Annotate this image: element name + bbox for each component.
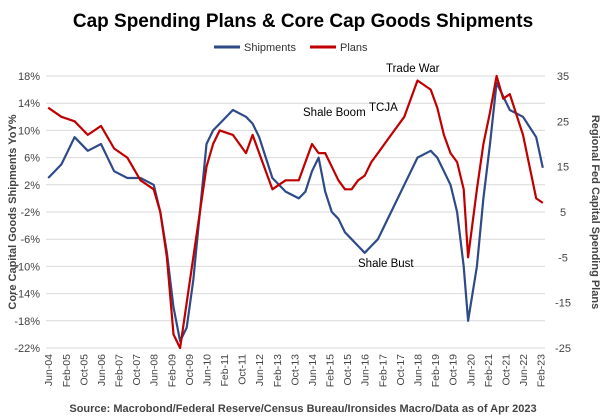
x-axis: Jun-04 Feb-05 Oct-05 Jun-06 Feb-07 Oct-07 Jun-… — [43, 354, 547, 387]
x-tick-label: Feb-09 — [166, 354, 178, 387]
y-axis-label-left: Core Capital Goods Shipments YoY% — [7, 114, 19, 309]
grid — [46, 75, 545, 349]
x-tick-label: Feb-17 — [377, 354, 389, 387]
legend-label-shipments: Shipments — [244, 42, 296, 54]
x-tick-label: Oct-11 — [237, 354, 249, 385]
x-tick-label: Oct-05 — [78, 354, 90, 386]
y-tick-label: -18% — [14, 316, 40, 328]
annotation-shale-boom-line1: Shale Boom — [303, 107, 366, 119]
x-tick-label: Feb-07 — [114, 354, 126, 387]
x-tick-label: Feb-05 — [61, 354, 73, 387]
x-tick-label: Feb-19 — [430, 354, 442, 387]
x-tick-label: Oct-19 — [448, 354, 460, 386]
y-tick-label: -2% — [20, 207, 40, 219]
x-tick-label: Oct-21 — [500, 354, 512, 386]
x-tick-label: Jun-04 — [43, 354, 55, 386]
x-tick-label: Jun-12 — [254, 354, 266, 386]
x-tick-label: Feb-13 — [272, 354, 284, 387]
x-tick-label: Feb-21 — [483, 354, 495, 387]
x-tick-label: Jun-08 — [149, 354, 161, 386]
annotation-shale-bust: Shale Bust — [358, 258, 414, 270]
x-tick-label: Jun-10 — [201, 354, 213, 386]
legend-label-plans: Plans — [340, 42, 368, 54]
y2-tick-label: 35 — [557, 71, 569, 83]
y-tick-label: 18% — [18, 71, 40, 83]
legend: Shipments Plans — [214, 42, 368, 54]
y2-tick-label: -5 — [558, 252, 568, 264]
series-line-plans — [47, 74, 544, 350]
source-note: Source: Macrobond/Federal Reserve/Census… — [69, 403, 536, 415]
x-tick-label: Jun-14 — [307, 354, 319, 386]
y2-tick-label: 25 — [557, 116, 569, 128]
x-tick-label: Oct-17 — [395, 354, 407, 386]
x-tick-label: Jun-20 — [465, 354, 477, 386]
y-axis-right: 35 25 15 5 -5 -15 -25 — [555, 71, 571, 355]
y-tick-label: 14% — [18, 98, 40, 110]
x-tick-label: Feb-11 — [219, 354, 231, 387]
x-tick-label: Jun-22 — [518, 354, 530, 386]
y-tick-label: 10% — [18, 125, 40, 137]
y-tick-label: 6% — [24, 153, 40, 165]
annotation-trade-war: Trade War — [386, 63, 440, 75]
annotations: Shale Boom TCJA Trade War Shale Bust — [303, 63, 440, 270]
y2-tick-label: -25 — [555, 343, 571, 355]
x-tick-label: Feb-15 — [325, 354, 337, 387]
y2-tick-label: -15 — [555, 298, 571, 310]
x-tick-label: Oct-09 — [184, 354, 196, 386]
y2-tick-label: 15 — [557, 162, 569, 174]
x-tick-label: Feb-23 — [536, 354, 548, 387]
y-axis-label-right: Regional Fed Capital Spending Plans — [589, 115, 601, 309]
y-tick-label: 2% — [24, 180, 40, 192]
x-tick-label: Oct-13 — [289, 354, 301, 386]
x-tick-label: Oct-07 — [131, 354, 143, 386]
y-tick-label: -14% — [14, 289, 40, 301]
x-tick-label: Oct-15 — [342, 354, 354, 386]
chart-title: Cap Spending Plans & Core Cap Goods Ship… — [73, 11, 533, 32]
x-tick-label: Jun-06 — [96, 354, 108, 386]
y-tick-label: -10% — [14, 261, 40, 273]
y-tick-label: -22% — [14, 343, 40, 355]
x-tick-label: Jun-18 — [413, 354, 425, 386]
y2-tick-label: 5 — [560, 207, 566, 219]
y-axis-left: 18% 14% 10% 6% 2% -2% -6% -10% -14% -18% -22% — [14, 71, 40, 355]
y-tick-label: -6% — [20, 234, 40, 246]
x-tick-label: Jun-16 — [360, 354, 372, 386]
annotation-tcja: TCJA — [369, 102, 398, 114]
series-group — [47, 74, 544, 350]
